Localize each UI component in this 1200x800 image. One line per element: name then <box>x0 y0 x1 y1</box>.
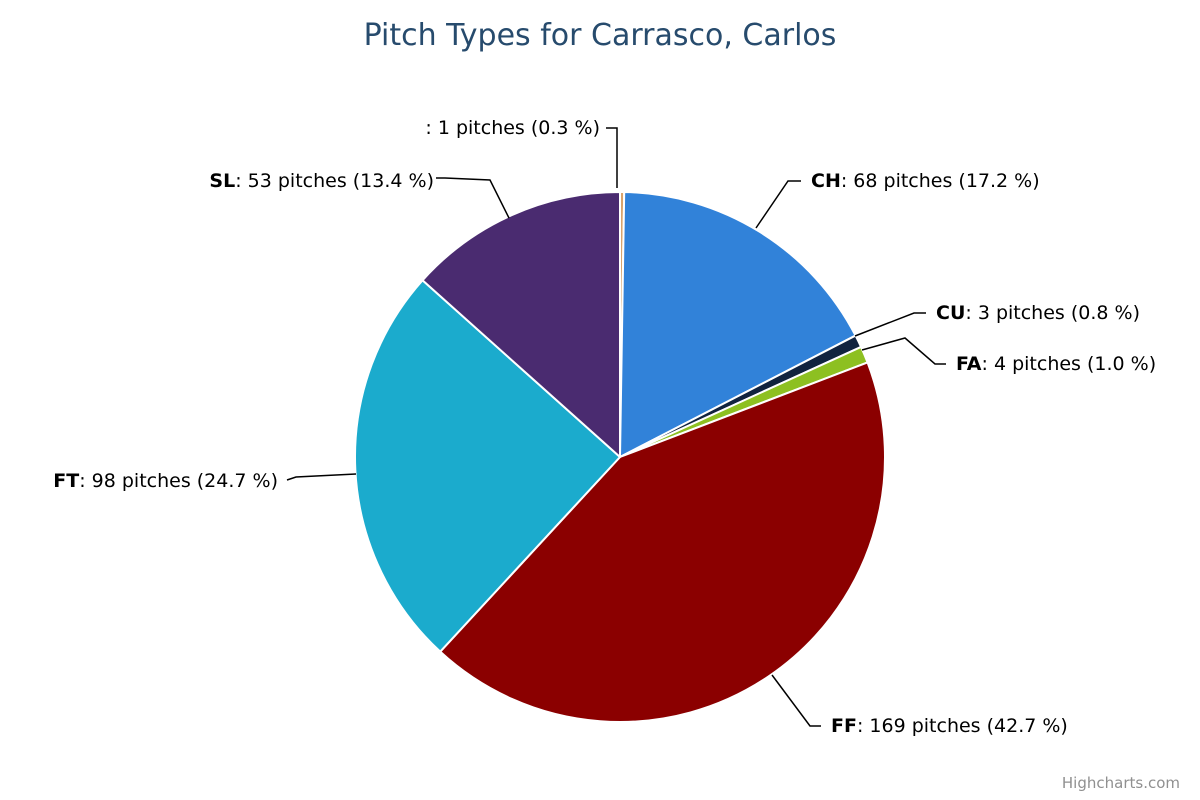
data-label-value: : 53 pitches (13.4 %) <box>235 170 434 192</box>
data-labels: : 1 pitches (0.3 %) CH: 68 pitches (17.2 … <box>53 117 1156 737</box>
pie-slice-ft[interactable] <box>354 279 621 653</box>
connector-ch <box>755 180 801 229</box>
data-label-value: : 169 pitches (42.7 %) <box>857 715 1068 737</box>
data-label-cu: CU: 3 pitches (0.8 %) <box>936 302 1140 324</box>
connector-ft <box>286 473 357 481</box>
connector-fa <box>861 337 946 365</box>
pie-slices <box>354 190 886 723</box>
connector-sl <box>436 177 510 219</box>
data-label-ch: CH: 68 pitches (17.2 %) <box>811 170 1040 192</box>
data-label-name: FA <box>956 353 982 375</box>
data-label-sl: SL: 53 pitches (13.4 %) <box>209 170 434 192</box>
data-label-ff: FF: 169 pitches (42.7 %) <box>831 715 1068 737</box>
chart-title: Pitch Types for Carrasco, Carlos <box>363 18 837 53</box>
data-label-name: SL <box>209 170 235 192</box>
data-label-name: FT <box>53 470 79 492</box>
data-label-fa: FA: 4 pitches (1.0 %) <box>956 353 1156 375</box>
connector-unnamed <box>606 127 618 188</box>
pie-slice-ff[interactable] <box>439 361 886 723</box>
data-label-name: CU <box>936 302 965 324</box>
data-label-value: : 4 pitches (1.0 %) <box>982 353 1157 375</box>
data-label-value: : 98 pitches (24.7 %) <box>79 470 278 492</box>
credits-link[interactable]: Highcharts.com <box>1061 774 1180 792</box>
data-label-ft: FT: 98 pitches (24.7 %) <box>53 470 278 492</box>
label-connectors <box>286 127 946 727</box>
data-label-value: : 3 pitches (0.8 %) <box>965 302 1140 324</box>
data-label-value: : 68 pitches (17.2 %) <box>841 170 1040 192</box>
connector-cu <box>854 312 926 337</box>
data-label-unnamed: : 1 pitches (0.3 %) <box>425 117 600 139</box>
pie-slice-sl[interactable] <box>421 191 621 458</box>
pie-slice-ch[interactable] <box>619 191 857 458</box>
data-label-name: FF <box>831 715 857 737</box>
data-label-value: : 1 pitches (0.3 %) <box>425 117 600 139</box>
connector-ff <box>771 674 821 727</box>
data-label-name: CH <box>811 170 841 192</box>
